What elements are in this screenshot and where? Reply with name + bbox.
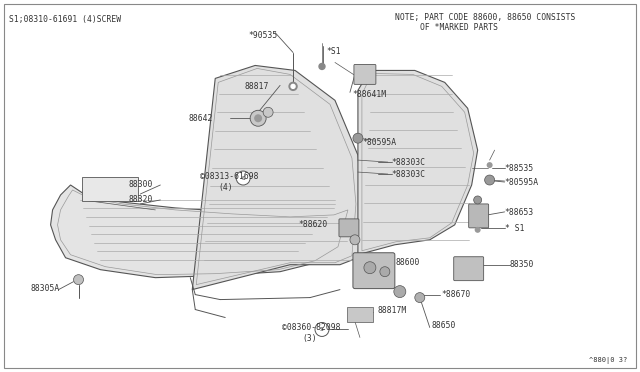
Circle shape [380, 267, 390, 277]
Text: ©08313-61698: ©08313-61698 [200, 172, 259, 181]
Text: *90535: *90535 [248, 31, 277, 39]
Text: 88600: 88600 [396, 258, 420, 267]
Text: *88670: *88670 [442, 290, 471, 299]
Circle shape [315, 323, 329, 336]
Text: *80595A: *80595A [362, 138, 396, 147]
Text: 88817: 88817 [244, 82, 269, 92]
Circle shape [291, 84, 295, 89]
Circle shape [236, 171, 250, 185]
FancyBboxPatch shape [468, 204, 488, 228]
Text: OF *MARKED PARTS: OF *MARKED PARTS [420, 23, 498, 32]
Circle shape [415, 293, 425, 302]
Text: *S1: *S1 [326, 46, 340, 55]
Text: S: S [320, 327, 324, 332]
Text: S1;08310-61691 (4)SCREW: S1;08310-61691 (4)SCREW [9, 15, 121, 24]
FancyBboxPatch shape [354, 64, 376, 84]
Text: 88642: 88642 [188, 114, 212, 123]
Text: *80595A: *80595A [504, 178, 539, 187]
Text: *88303C: *88303C [392, 158, 426, 167]
Circle shape [486, 162, 493, 168]
Circle shape [350, 235, 360, 245]
Text: NOTE; PART CODE 88600, 88650 CONSISTS: NOTE; PART CODE 88600, 88650 CONSISTS [395, 13, 575, 22]
Text: 88817M: 88817M [378, 305, 407, 315]
Circle shape [475, 227, 481, 233]
Circle shape [289, 82, 297, 90]
Text: *88653: *88653 [504, 208, 534, 217]
Polygon shape [192, 65, 362, 290]
FancyBboxPatch shape [339, 219, 359, 237]
Text: ^880|0 3?: ^880|0 3? [589, 357, 628, 364]
Text: S: S [241, 176, 245, 180]
Text: (3): (3) [302, 334, 317, 343]
FancyBboxPatch shape [81, 177, 138, 201]
Text: * S1: * S1 [504, 224, 524, 233]
Circle shape [263, 107, 273, 117]
Circle shape [250, 110, 266, 126]
Polygon shape [51, 185, 355, 278]
Text: 88350: 88350 [509, 260, 534, 269]
Text: *88641M: *88641M [352, 90, 386, 99]
FancyBboxPatch shape [353, 253, 395, 289]
Text: *88620: *88620 [298, 220, 327, 229]
Circle shape [74, 275, 83, 285]
Text: *88535: *88535 [504, 164, 534, 173]
FancyBboxPatch shape [454, 257, 484, 280]
FancyBboxPatch shape [347, 307, 373, 323]
Text: 88650: 88650 [432, 321, 456, 330]
Text: *88303C: *88303C [392, 170, 426, 179]
Circle shape [254, 114, 262, 122]
Text: (4): (4) [218, 183, 233, 192]
Text: 88300: 88300 [129, 180, 153, 189]
Circle shape [364, 262, 376, 274]
Circle shape [394, 286, 406, 298]
Circle shape [319, 64, 325, 70]
Text: 88305A: 88305A [31, 283, 60, 293]
Polygon shape [358, 70, 477, 255]
Circle shape [353, 133, 363, 143]
Circle shape [474, 196, 482, 204]
Text: 88320: 88320 [129, 195, 153, 204]
Circle shape [484, 175, 495, 185]
Text: ©08360-82098: ©08360-82098 [282, 324, 340, 333]
